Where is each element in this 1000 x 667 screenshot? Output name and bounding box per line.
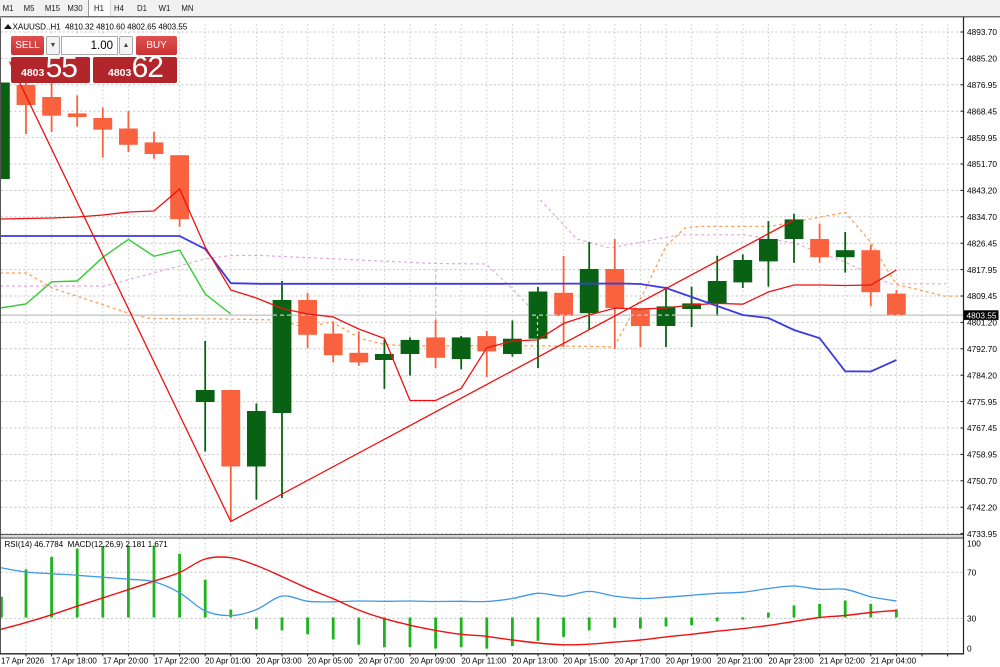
svg-text:4893.70: 4893.70 <box>967 27 997 37</box>
svg-text:70: 70 <box>967 568 977 578</box>
svg-text:4784.20: 4784.20 <box>967 370 997 380</box>
svg-text:4742.20: 4742.20 <box>967 502 997 512</box>
svg-text:4767.45: 4767.45 <box>967 423 997 433</box>
svg-text:4803.55: 4803.55 <box>967 311 997 321</box>
svg-text:20 Apr 13:00: 20 Apr 13:00 <box>512 657 558 666</box>
svg-text:4868.45: 4868.45 <box>967 106 997 116</box>
svg-text:17 Apr 20:00: 17 Apr 20:00 <box>103 657 149 666</box>
svg-text:4826.45: 4826.45 <box>967 238 997 248</box>
svg-text:21 Apr 02:00: 21 Apr 02:00 <box>820 657 866 666</box>
svg-text:4834.70: 4834.70 <box>967 212 997 222</box>
svg-text:20 Apr 09:00: 20 Apr 09:00 <box>410 657 456 666</box>
svg-text:30: 30 <box>967 614 977 624</box>
svg-text:4792.70: 4792.70 <box>967 344 997 354</box>
svg-text:20 Apr 21:00: 20 Apr 21:00 <box>717 657 763 666</box>
svg-text:20 Apr 01:00: 20 Apr 01:00 <box>205 657 251 666</box>
svg-text:20 Apr 23:00: 20 Apr 23:00 <box>768 657 814 666</box>
svg-text:4758.95: 4758.95 <box>967 450 997 460</box>
svg-text:20 Apr 11:00: 20 Apr 11:00 <box>461 657 506 666</box>
svg-text:4801.20: 4801.20 <box>967 318 997 328</box>
svg-text:20 Apr 15:00: 20 Apr 15:00 <box>564 657 610 666</box>
svg-text:4733.95: 4733.95 <box>967 529 997 539</box>
svg-text:4859.95: 4859.95 <box>967 133 997 143</box>
svg-text:17 Apr 18:00: 17 Apr 18:00 <box>52 657 98 666</box>
svg-text:17 Apr 2026: 17 Apr 2026 <box>1 657 45 666</box>
svg-text:20 Apr 07:00: 20 Apr 07:00 <box>359 657 405 666</box>
svg-text:20 Apr 05:00: 20 Apr 05:00 <box>308 657 354 666</box>
svg-text:4809.45: 4809.45 <box>967 291 997 301</box>
svg-text:4750.70: 4750.70 <box>967 476 997 486</box>
svg-text:17 Apr 22:00: 17 Apr 22:00 <box>154 657 200 666</box>
svg-text:0: 0 <box>967 644 972 654</box>
svg-text:XAUUSD..H1 4810.32 4810.60 48: XAUUSD..H1 4810.32 4810.60 4802.65 4803.… <box>13 23 188 32</box>
svg-text:20 Apr 17:00: 20 Apr 17:00 <box>615 657 661 666</box>
svg-text:20 Apr 03:00: 20 Apr 03:00 <box>256 657 302 666</box>
svg-text:100: 100 <box>967 539 981 549</box>
svg-text:4885.20: 4885.20 <box>967 54 997 64</box>
svg-text:4775.95: 4775.95 <box>967 397 997 407</box>
svg-text:4876.95: 4876.95 <box>967 80 997 90</box>
svg-text:20 Apr 19:00: 20 Apr 19:00 <box>666 657 712 666</box>
svg-text:21 Apr 04:00: 21 Apr 04:00 <box>871 657 917 666</box>
svg-text:RSI(14) 46.7784 MACD(12,26,9): RSI(14) 46.7784 MACD(12,26,9) 2.181 1.67… <box>5 540 169 549</box>
svg-text:4843.20: 4843.20 <box>967 186 997 196</box>
svg-text:4817.95: 4817.95 <box>967 265 997 275</box>
svg-text:4851.70: 4851.70 <box>967 159 997 169</box>
